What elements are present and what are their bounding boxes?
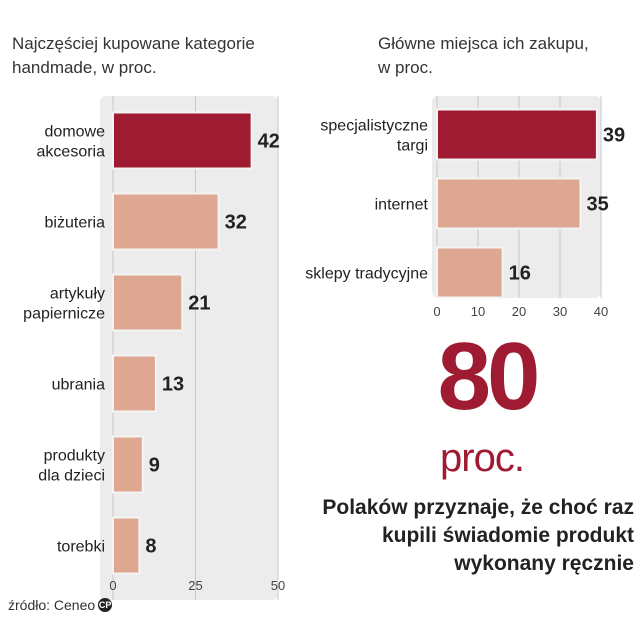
left-value-label: 9 bbox=[149, 455, 160, 477]
right-category-label-line: specjalistyczne bbox=[320, 118, 428, 135]
right-category-label-line: internet bbox=[375, 197, 429, 214]
right-category-label: specjalistyczne targi bbox=[320, 118, 428, 155]
left-value-label: 32 bbox=[225, 212, 247, 234]
right-chart-title: Główne miejsca ich zakupu, w proc. bbox=[378, 34, 589, 77]
left-category-label-line: ubrania bbox=[52, 377, 105, 394]
left-tick-label: 50 bbox=[271, 578, 285, 593]
left-category-label-line: biżuteria bbox=[45, 215, 106, 232]
left-value-label: 21 bbox=[188, 293, 210, 315]
left-value-label: 13 bbox=[162, 374, 184, 396]
left-value-label: 8 bbox=[145, 536, 156, 558]
right-category-label-line: targi bbox=[397, 138, 428, 155]
left-value-label: 42 bbox=[258, 131, 280, 153]
left-tick-label: 25 bbox=[188, 578, 202, 593]
left-category-label: torebki bbox=[57, 539, 105, 556]
right-category-label: sklepy tradycyjne bbox=[305, 266, 428, 283]
left-category-label-line: dla dzieci bbox=[38, 468, 105, 485]
right-tick-label: 0 bbox=[433, 304, 440, 319]
highlight-statement: Polaków przyznaje, że choć raz kupili św… bbox=[322, 496, 634, 575]
highlight-number: 80 bbox=[437, 323, 541, 430]
right-value-label: 39 bbox=[603, 125, 625, 147]
source-note: źródło: Ceneo CP bbox=[8, 596, 113, 614]
right-category-label: internet bbox=[375, 197, 429, 214]
cp-copyright-icon: CP bbox=[98, 598, 113, 612]
left-category-label-line: domowe bbox=[45, 124, 106, 141]
left-category-label: produkty dla dzieci bbox=[38, 448, 105, 485]
right-tick-label: 40 bbox=[594, 304, 608, 319]
left-bar bbox=[112, 435, 144, 494]
right-bar bbox=[436, 177, 582, 230]
left-bar bbox=[112, 516, 141, 575]
left-category-label: artykuły papiernicze bbox=[23, 286, 105, 323]
left-bar bbox=[112, 273, 184, 332]
left-category-label: ubrania bbox=[52, 377, 105, 394]
left-category-label-line: produkty bbox=[44, 448, 105, 465]
right-bar bbox=[436, 246, 504, 299]
source-label: źródło: Ceneo bbox=[8, 597, 96, 613]
left-bar bbox=[112, 192, 220, 251]
right-value-label: 35 bbox=[587, 194, 609, 216]
right-bar bbox=[436, 108, 598, 161]
left-category-label-line: torebki bbox=[57, 539, 105, 556]
right-value-label: 16 bbox=[509, 263, 531, 285]
left-category-label-line: artykuły bbox=[50, 286, 105, 303]
left-bar bbox=[112, 354, 157, 413]
left-category-label: domowe akcesoria bbox=[37, 124, 106, 161]
left-category-label-line: akcesoria bbox=[37, 144, 106, 161]
left-category-label: biżuteria bbox=[45, 215, 106, 232]
left-category-label-line: papiernicze bbox=[23, 306, 105, 323]
right-tick-label: 20 bbox=[512, 304, 526, 319]
left-chart-title: Najczęściej kupowane kategorie handmade,… bbox=[12, 34, 255, 77]
right-tick-label: 10 bbox=[471, 304, 485, 319]
left-tick-label: 0 bbox=[109, 578, 116, 593]
left-bar bbox=[112, 111, 253, 170]
right-tick-label: 30 bbox=[553, 304, 567, 319]
highlight-unit: proc. bbox=[440, 436, 525, 480]
right-category-label-line: sklepy tradycyjne bbox=[305, 266, 428, 283]
